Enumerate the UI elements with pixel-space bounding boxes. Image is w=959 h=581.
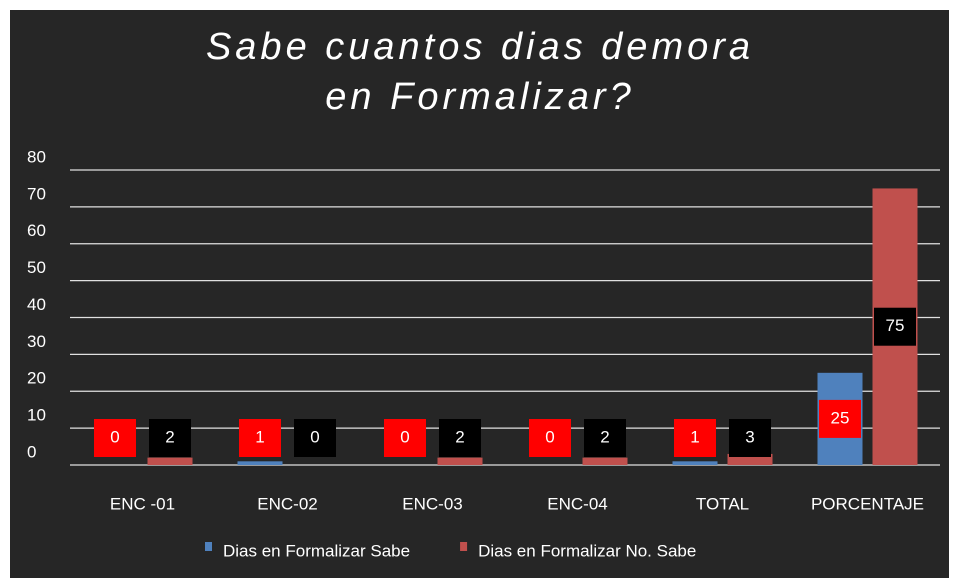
bar bbox=[437, 457, 483, 465]
data-label: 0 bbox=[110, 427, 119, 446]
data-label: 2 bbox=[455, 427, 464, 446]
data-label: 1 bbox=[255, 427, 264, 446]
x-tick-label: TOTAL bbox=[696, 494, 749, 513]
y-tick-label: 60 bbox=[27, 221, 46, 240]
data-label: 2 bbox=[600, 427, 609, 446]
data-label-box bbox=[239, 419, 281, 457]
data-label-box bbox=[384, 419, 426, 457]
bar bbox=[727, 453, 773, 465]
data-label: 25 bbox=[831, 408, 850, 427]
legend-swatch bbox=[205, 542, 212, 551]
y-tick-label: 50 bbox=[27, 258, 46, 277]
background bbox=[10, 10, 949, 578]
data-label: 2 bbox=[165, 427, 174, 446]
data-label-box bbox=[819, 399, 861, 438]
data-label: 1 bbox=[690, 427, 699, 446]
data-label: 0 bbox=[400, 427, 409, 446]
x-tick-label: ENC-04 bbox=[547, 494, 607, 513]
data-label-box bbox=[584, 419, 626, 457]
data-label-box bbox=[529, 419, 571, 457]
y-tick-label: 70 bbox=[27, 184, 46, 203]
data-label: 0 bbox=[545, 427, 554, 446]
data-label: 3 bbox=[745, 427, 754, 446]
x-tick-label: ENC-03 bbox=[402, 494, 462, 513]
bar bbox=[672, 461, 718, 465]
y-tick-label: 80 bbox=[27, 147, 46, 166]
legend-label: Dias en Formalizar No. Sabe bbox=[478, 541, 696, 560]
x-tick-label: PORCENTAJE bbox=[811, 494, 924, 513]
data-label-box bbox=[94, 419, 136, 457]
y-tick-label: 0 bbox=[27, 442, 36, 461]
data-label: 75 bbox=[886, 316, 905, 335]
data-label-box bbox=[729, 419, 771, 457]
data-label-box bbox=[294, 419, 336, 457]
data-label-box bbox=[149, 419, 191, 457]
legend-label: Dias en Formalizar Sabe bbox=[223, 541, 410, 560]
chart-title: Sabe cuantos dias demora en Formalizar? bbox=[205, 26, 755, 118]
y-tick-label: 30 bbox=[27, 332, 46, 351]
bar bbox=[237, 461, 283, 465]
legend-swatch bbox=[460, 542, 468, 551]
x-tick-label: ENC-02 bbox=[257, 494, 317, 513]
y-tick-label: 40 bbox=[27, 295, 46, 314]
data-label: 0 bbox=[310, 427, 319, 446]
x-tick-label: ENC -01 bbox=[110, 494, 175, 513]
y-tick-label: 10 bbox=[27, 406, 46, 425]
bar bbox=[147, 457, 193, 465]
data-label-box bbox=[439, 419, 481, 457]
data-label-box bbox=[674, 419, 716, 457]
bar bbox=[582, 457, 628, 465]
y-tick-label: 20 bbox=[27, 369, 46, 388]
data-label-box bbox=[874, 307, 916, 346]
